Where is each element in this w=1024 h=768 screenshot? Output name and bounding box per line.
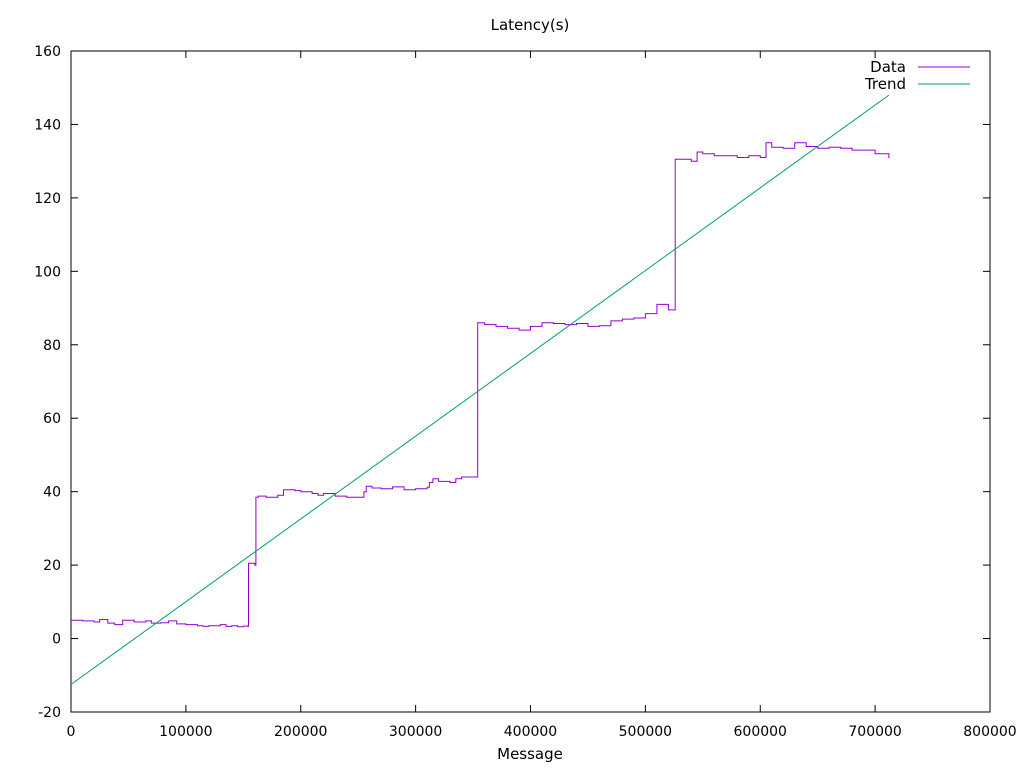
- y-tick-label: 160: [34, 44, 61, 60]
- x-tick-label: 200000: [274, 724, 327, 740]
- x-tick-label: 0: [67, 724, 76, 740]
- x-tick-label: 500000: [619, 724, 672, 740]
- y-tick-label: 100: [34, 264, 61, 280]
- y-tick-label: 140: [34, 117, 61, 133]
- y-tick-label: 120: [34, 191, 61, 207]
- chart-title: Latency(s): [491, 16, 570, 34]
- axis-ticks: 0 100000 200000 300000 400000 500000 600000 700…: [34, 44, 1016, 740]
- y-tick-label: -20: [38, 705, 61, 721]
- y-tick-label: 20: [43, 558, 61, 574]
- x-tick-label: 700000: [848, 724, 901, 740]
- x-tick-label: 600000: [734, 724, 787, 740]
- legend-label-trend: Trend: [864, 75, 906, 93]
- y-tick-label: 60: [43, 411, 61, 427]
- y-tick-label: 80: [43, 338, 61, 354]
- x-tick-label: 100000: [159, 724, 212, 740]
- x-axis-title: Message: [497, 745, 563, 763]
- legend-label-data: Data: [870, 58, 906, 76]
- x-tick-label: 800000: [963, 724, 1016, 740]
- y-tick-label: 40: [43, 485, 61, 501]
- x-tick-label: 300000: [389, 724, 442, 740]
- y-tick-label: 0: [52, 632, 61, 648]
- x-tick-label: 400000: [504, 724, 557, 740]
- series-lines: [70, 94, 890, 685]
- series-line-trend: [70, 94, 890, 685]
- series-line-data: [71, 142, 890, 628]
